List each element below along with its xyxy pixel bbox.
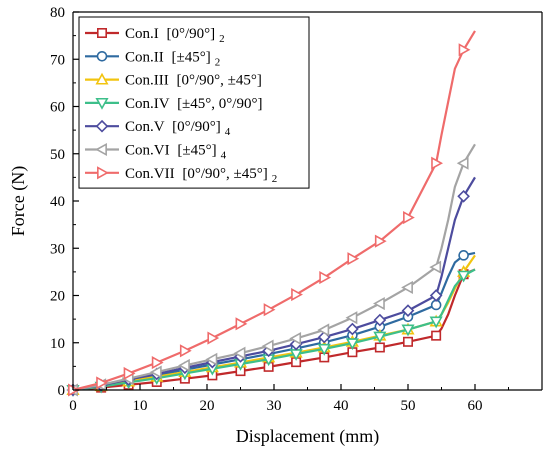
y-tick-label: 40 — [50, 194, 65, 210]
data-point-con-vi — [149, 365, 162, 379]
legend: Con.I [0°/90°] 2 Con.II [±45°] 2 Con.III [0°… — [78, 16, 310, 189]
data-point-con-vii — [431, 156, 443, 170]
data-point-con-i — [431, 330, 442, 341]
x-tick-label: 50 — [401, 398, 416, 414]
legend-marker-con-ii — [96, 50, 108, 62]
data-point-con-ii — [458, 250, 469, 261]
y-tick-label: 10 — [50, 336, 65, 352]
legend-label-con-vii: Con.VII [0°/90°, ±45°] 2 — [125, 166, 277, 185]
data-point-con-v — [429, 289, 443, 302]
series-line-con-iii — [72, 254, 476, 392]
data-point-con-vii — [151, 356, 164, 370]
x-tick-label: 30 — [267, 398, 282, 414]
data-point-con-vi — [178, 358, 190, 372]
y-tick-label: 70 — [50, 52, 65, 68]
data-point-con-vi — [456, 156, 469, 170]
legend-marker-con-iv — [95, 97, 109, 110]
data-point-con-vi — [401, 280, 413, 295]
plot-layer — [66, 30, 476, 397]
data-point-con-iv — [457, 270, 471, 283]
y-tick-label: 60 — [50, 100, 65, 116]
data-point-con-i — [374, 342, 385, 353]
data-point-con-v — [346, 322, 359, 336]
legend-marker-con-i — [97, 27, 108, 38]
x-tick-label: 60 — [468, 398, 483, 414]
data-point-con-vi — [261, 339, 274, 353]
x-tick-label: 20 — [200, 398, 215, 414]
data-point-con-vii — [374, 234, 387, 248]
legend-label-con-vi: Con.VI [±45°] 4 — [125, 143, 227, 162]
data-point-con-vii — [347, 252, 360, 266]
data-point-con-vi — [233, 346, 246, 360]
data-point-con-vi — [289, 331, 302, 346]
data-point-con-vi — [429, 260, 442, 274]
data-point-con-iv — [317, 343, 331, 356]
legend-label-con-ii: Con.II [±45°] 2 — [125, 49, 220, 68]
y-tick-label: 50 — [50, 147, 65, 163]
data-point-con-vii — [263, 303, 276, 317]
data-point-con-vii — [207, 331, 220, 345]
y-tick-label: 20 — [50, 289, 65, 305]
data-point-con-vii — [235, 317, 248, 331]
legend-label-con-v: Con.V [0°/90°] 4 — [125, 119, 231, 138]
x-axis-label: Displacement (mm) — [236, 426, 379, 447]
data-point-con-vii — [96, 376, 108, 390]
legend-label-con-iv: Con.IV [±45°, 0°/90°] — [125, 96, 262, 112]
data-point-con-i — [402, 336, 413, 347]
data-point-con-vi — [345, 311, 358, 325]
data-point-con-v — [457, 189, 470, 203]
data-point-con-vii — [123, 366, 136, 381]
data-point-con-iv — [345, 338, 359, 351]
data-point-con-vii — [458, 43, 471, 57]
y-axis-label: Force (N) — [8, 166, 29, 236]
data-point-con-vi — [373, 296, 385, 311]
data-point-con-vii — [403, 210, 415, 225]
legend-marker-con-vi — [95, 142, 107, 157]
legend-marker-con-iii — [95, 72, 109, 85]
data-point-con-vii — [319, 270, 332, 285]
y-tick-label: 0 — [58, 383, 66, 399]
data-point-con-v — [373, 313, 387, 327]
data-point-con-vii — [291, 287, 303, 302]
data-point-con-iv — [429, 316, 443, 329]
legend-marker-con-v — [95, 119, 109, 133]
legend-marker-con-vii — [97, 166, 109, 180]
x-tick-label: 0 — [69, 398, 77, 414]
legend-label-con-i: Con.I [0°/90°] 2 — [125, 26, 225, 45]
series-line-con-ii — [72, 251, 476, 392]
data-point-con-iv — [373, 331, 387, 344]
axis-layer: 0 10 20 30 40 50 60 0 10 20 30 40 50 60 70 80 Displaceme… — [8, 5, 543, 447]
data-point-con-v — [401, 304, 415, 317]
data-point-con-vi — [205, 352, 218, 366]
data-point-con-vii — [179, 344, 192, 358]
data-point-con-vi — [317, 323, 330, 337]
x-tick-label: 10 — [133, 398, 148, 414]
y-tick-label: 80 — [50, 5, 65, 21]
y-tick-label: 30 — [50, 241, 65, 257]
legend-label-con-iii: Con.III [0°/90°, ±45°] — [125, 73, 262, 89]
x-tick-label: 40 — [334, 398, 349, 414]
data-point-con-iv — [401, 324, 415, 337]
